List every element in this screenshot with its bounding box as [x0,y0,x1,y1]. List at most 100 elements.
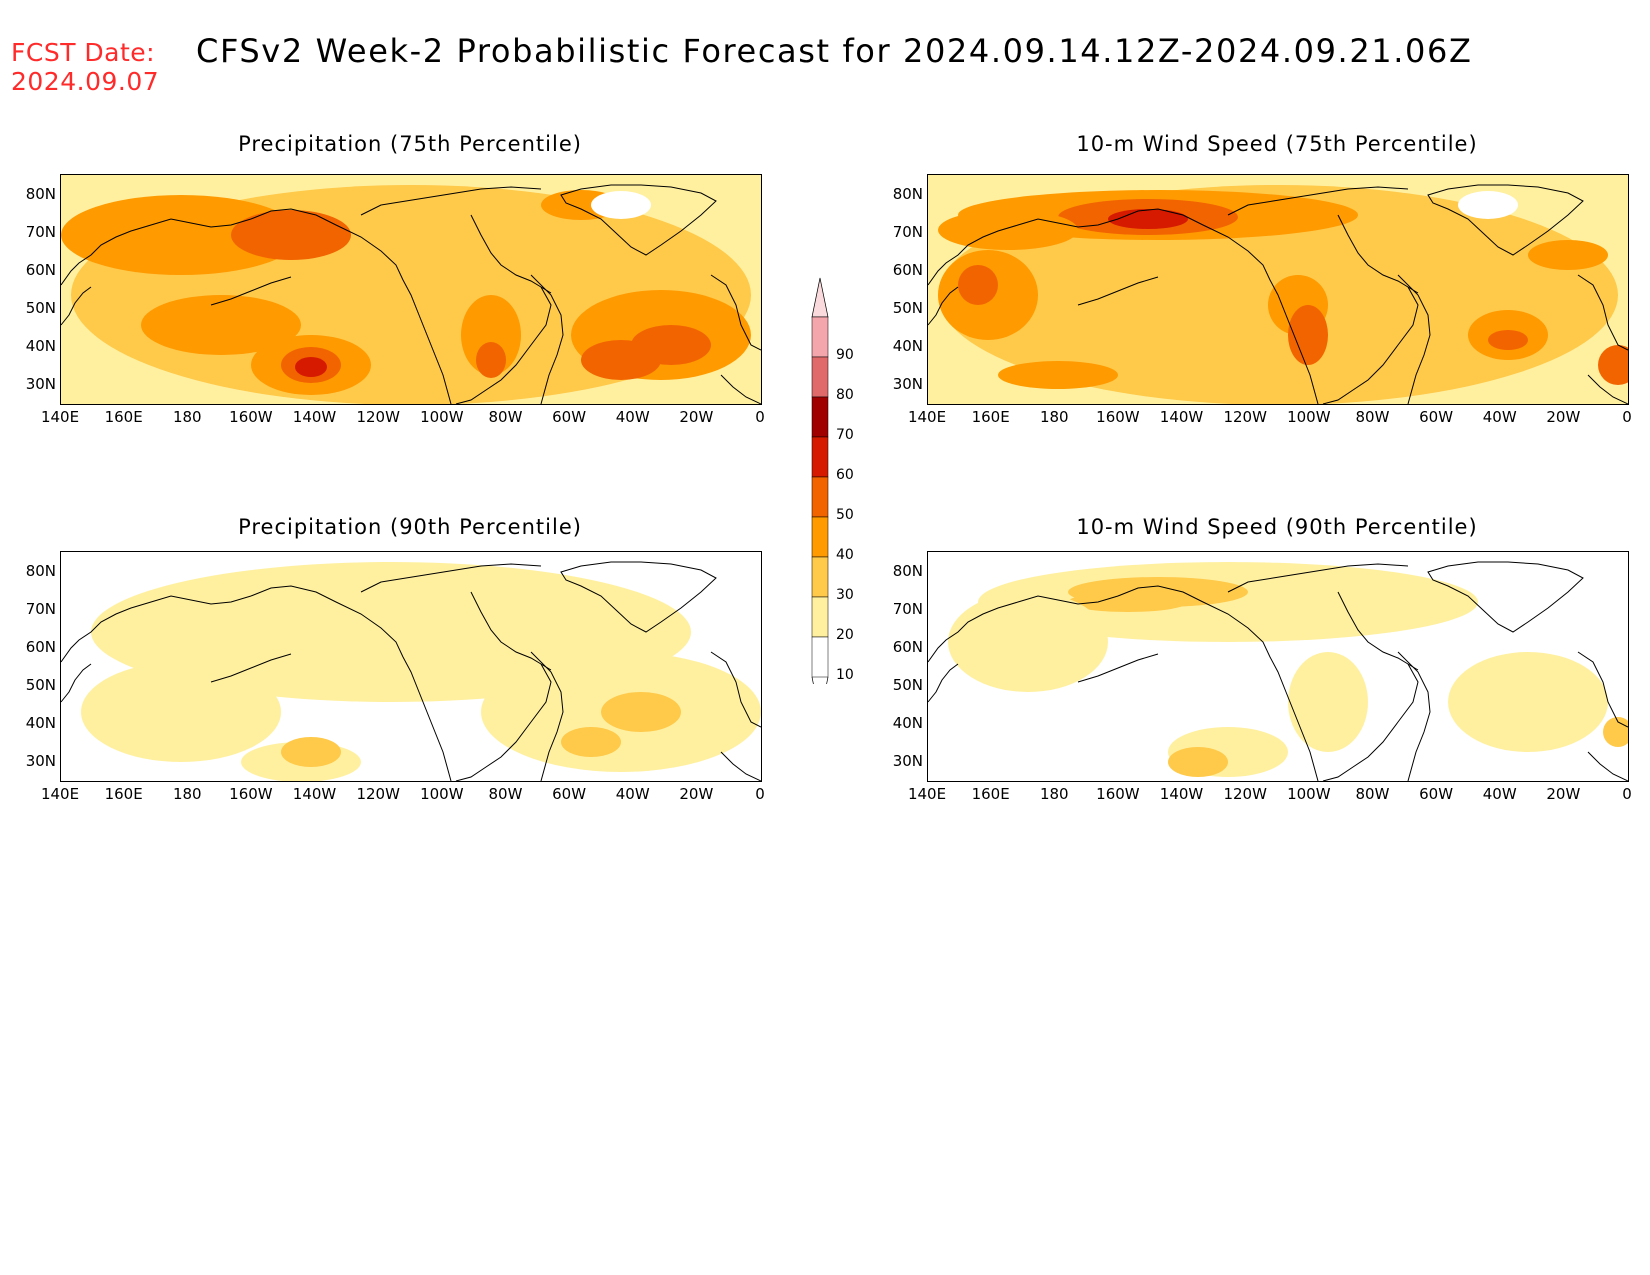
lon-label: 60W [1419,785,1454,803]
coastline [61,218,252,286]
coastline [720,751,761,781]
coastline [1117,208,1319,404]
coastline [210,653,292,683]
lon-label: 0 [755,785,765,803]
lon-label: 40W [1482,408,1517,426]
panel-title-wind-75: 10-m Wind Speed (75th Percentile) [1076,132,1478,156]
colorbar-segment [811,316,829,358]
coastline [1077,653,1159,683]
map-wind-75 [927,174,1629,405]
lat-label: 70N [892,223,923,241]
colorbar-segment [811,396,829,438]
coastline [1337,591,1419,671]
lon-label: 180 [1039,408,1069,426]
coastline [720,374,761,404]
lon-label: 140E [40,785,80,803]
lon-label: 160E [971,408,1010,426]
lat-label: 80N [892,562,923,580]
lon-label: 160W [229,408,273,426]
colorbar-top-cap [811,277,829,318]
lon-label: 0 [1622,408,1632,426]
lon-label: 40W [615,785,650,803]
coastline [61,286,92,326]
panel-title-precip-90: Precipitation (90th Percentile) [238,515,582,539]
coastline [470,591,552,671]
coastline [1397,274,1431,404]
lat-label: 50N [25,299,56,317]
colorbar-segment [811,556,829,598]
coastline [470,214,552,294]
lon-label: 140E [907,408,947,426]
lat-label: 60N [25,261,56,279]
lon-label: 100W [420,408,464,426]
coastline [560,184,717,256]
lat-label: 80N [892,185,923,203]
lon-label: 20W [679,408,714,426]
lon-label: 140W [292,785,337,803]
lat-label: 40N [892,714,923,732]
lon-label: 60W [552,408,587,426]
coastline [1397,651,1431,781]
lon-label: 80W [488,785,523,803]
coastline [1427,184,1584,256]
coastline [61,595,252,663]
colorbar-segment [811,436,829,478]
lat-label: 30N [25,752,56,770]
lon-label: 80W [1355,785,1390,803]
lat-label: 30N [25,375,56,393]
lon-label: 160E [971,785,1010,803]
coastline [1337,214,1419,294]
coastline [1587,374,1628,404]
colorbar-label: 30 [836,587,854,603]
lon-label: 160W [1096,785,1140,803]
lat-label: 30N [892,752,923,770]
coastline [250,208,452,404]
coastline [1577,274,1628,351]
colorbar-label: 10 [836,667,854,683]
coastline [1077,276,1159,306]
lat-label: 50N [892,299,923,317]
lat-label: 60N [892,261,923,279]
lat-label: 80N [25,562,56,580]
lon-label: 140E [907,785,947,803]
coastline [1322,286,1419,404]
colorbar-label: 40 [836,547,854,563]
lon-label: 0 [1622,785,1632,803]
lon-label: 100W [1287,408,1331,426]
coastline [455,663,552,781]
lon-label: 140W [1159,785,1204,803]
coastline [1227,186,1409,216]
fcst-date-value: 2024.09.07 [11,67,160,96]
fcst-date-label: FCST Date: [11,38,156,67]
lon-label: 160E [104,408,143,426]
lon-label: 180 [1039,785,1069,803]
coastline [928,286,959,326]
colorbar-label: 20 [836,627,854,643]
lon-label: 160E [104,785,143,803]
coastline [1427,561,1584,633]
lon-label: 0 [755,408,765,426]
lon-label: 100W [1287,785,1331,803]
lat-label: 70N [25,223,56,241]
lon-label: 20W [1546,785,1581,803]
colorbar-label: 90 [836,347,854,363]
colorbar-label: 80 [836,387,854,403]
coastline [560,561,717,633]
coastline [360,563,542,593]
lat-label: 40N [25,337,56,355]
coastline [455,286,552,404]
coastline [530,651,564,781]
lon-label: 100W [420,785,464,803]
lon-label: 120W [1223,785,1267,803]
lat-label: 60N [892,638,923,656]
colorbar-segment [811,476,829,518]
lon-label: 160W [229,785,273,803]
coastline [250,585,452,781]
colorbar-label: 60 [836,467,854,483]
lat-label: 60N [25,638,56,656]
lon-label: 120W [356,408,400,426]
lon-label: 80W [488,408,523,426]
panel-title-precip-75: Precipitation (75th Percentile) [238,132,582,156]
page-title: CFSv2 Week-2 Probabilistic Forecast for … [196,32,1473,70]
colorbar-segment [811,596,829,638]
